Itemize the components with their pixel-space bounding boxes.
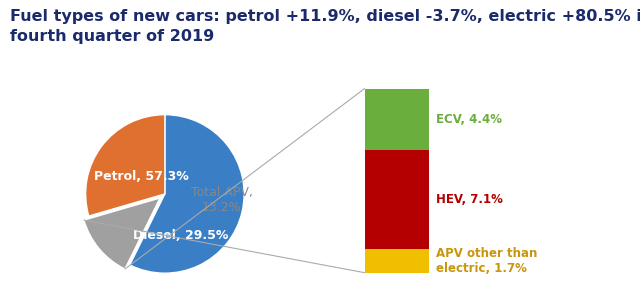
- Bar: [365, 150, 429, 249]
- Bar: [365, 88, 429, 150]
- Text: ECV, 4.4%: ECV, 4.4%: [436, 113, 502, 126]
- Wedge shape: [84, 198, 160, 269]
- Text: Fuel types of new cars: petrol +11.9%, diesel -3.7%, electric +80.5% in
fourth q: Fuel types of new cars: petrol +11.9%, d…: [10, 9, 640, 44]
- Text: Diesel, 29.5%: Diesel, 29.5%: [133, 229, 228, 241]
- Bar: [365, 249, 429, 273]
- Wedge shape: [86, 115, 165, 216]
- Text: HEV, 7.1%: HEV, 7.1%: [436, 193, 503, 206]
- Text: APV other than
electric, 1.7%: APV other than electric, 1.7%: [436, 247, 538, 275]
- Text: Petrol, 57.3%: Petrol, 57.3%: [93, 170, 188, 183]
- Wedge shape: [130, 115, 244, 273]
- Text: Total APV,
13.2%: Total APV, 13.2%: [191, 186, 253, 214]
